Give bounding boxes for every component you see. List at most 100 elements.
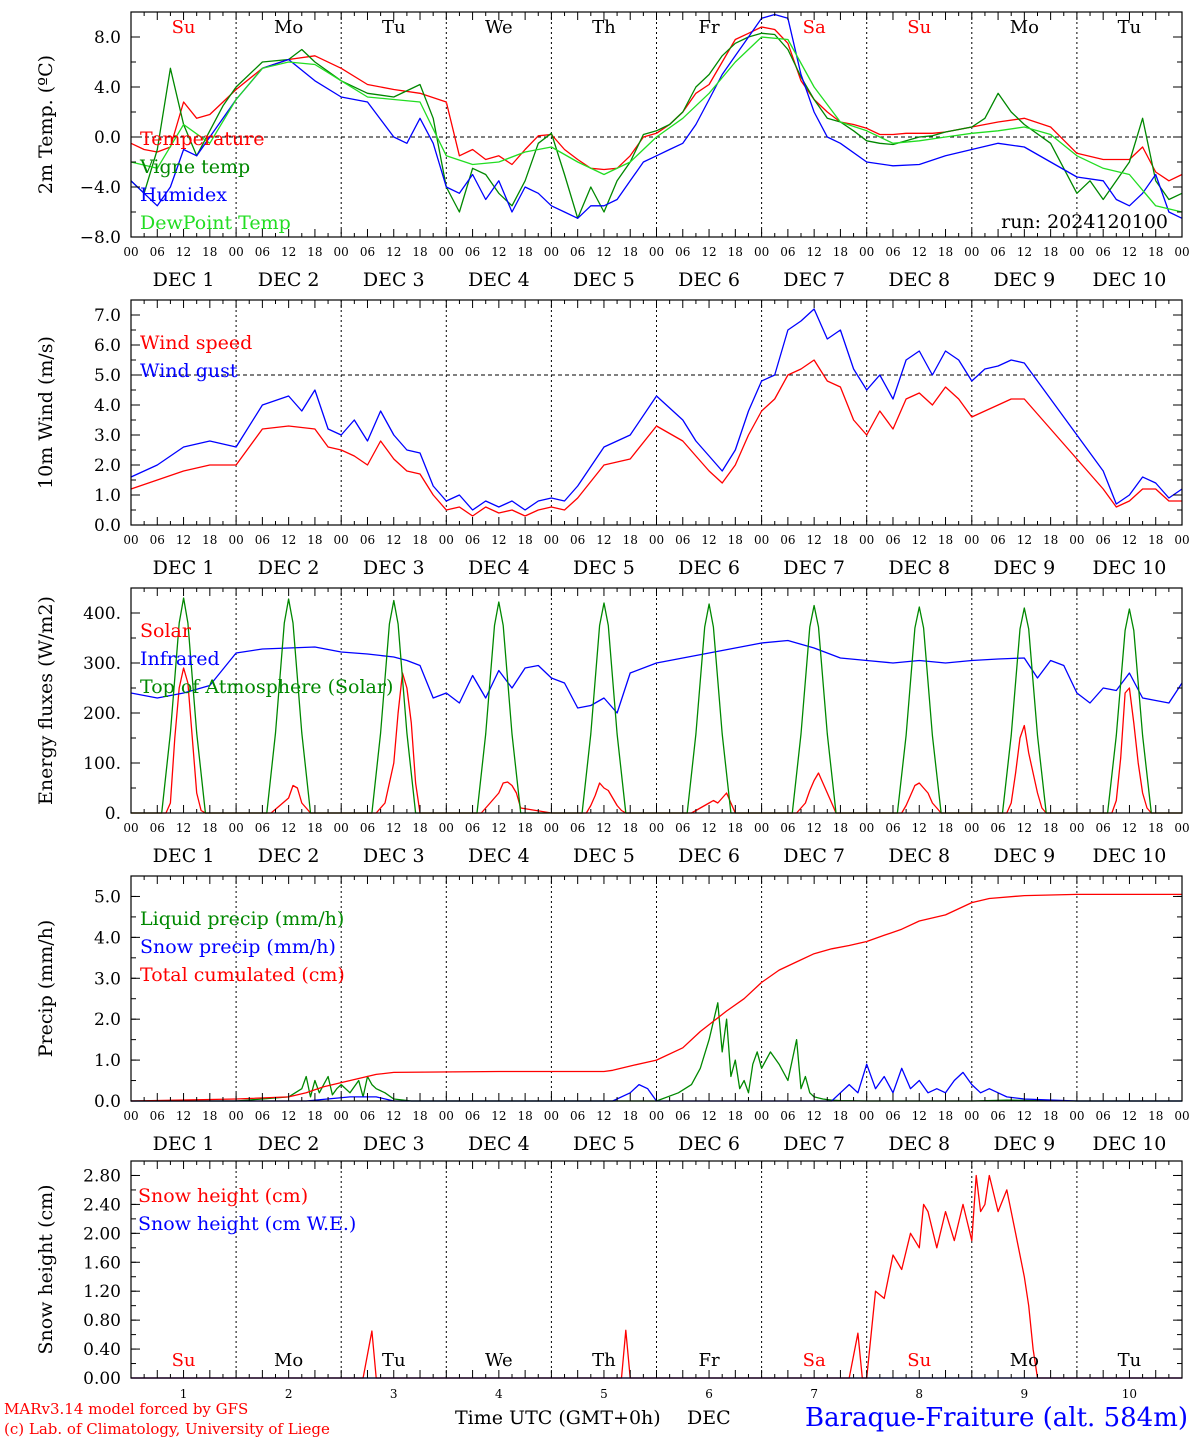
- hour-label: 06: [150, 1109, 165, 1123]
- hour-label: 00: [859, 821, 874, 835]
- day-number: 2: [285, 1387, 293, 1401]
- legend-entry: DewPoint Temp: [140, 212, 291, 234]
- hour-label: 06: [360, 1109, 375, 1123]
- hour-label: 18: [1043, 1109, 1058, 1123]
- hour-label: 00: [649, 245, 664, 259]
- y-tick-label: 2.40: [83, 1195, 121, 1215]
- day-number: 9: [1021, 1387, 1029, 1401]
- date-label: DEC 3: [363, 557, 425, 579]
- date-label: DEC 1: [153, 845, 215, 867]
- day-name: We: [485, 1350, 513, 1371]
- y-tick-label: 5.0: [94, 887, 121, 907]
- hour-label: 00: [334, 821, 349, 835]
- hour-label: 00: [859, 245, 874, 259]
- hour-label: 18: [833, 245, 848, 259]
- date-label: DEC 8: [888, 845, 950, 867]
- day-name: Th: [592, 1350, 616, 1371]
- hour-label: 00: [859, 1109, 874, 1123]
- hour-label: 12: [912, 533, 927, 547]
- hour-label: 18: [1043, 533, 1058, 547]
- date-label: DEC 10: [1093, 1133, 1167, 1155]
- legend-entry: Liquid precip (mm/h): [140, 908, 344, 930]
- hour-label: 06: [465, 1109, 480, 1123]
- hour-label: 18: [307, 245, 322, 259]
- hour-label: 00: [123, 821, 138, 835]
- hour-label: 06: [360, 821, 375, 835]
- y-axis-label: 2m Temp. (ºC): [35, 55, 57, 194]
- hour-label: 06: [1096, 245, 1111, 259]
- hour-label: 00: [228, 1109, 243, 1123]
- hour-label: 00: [228, 533, 243, 547]
- legend-entry: Wind speed: [140, 332, 252, 354]
- day-name: We: [485, 17, 513, 38]
- hour-label: 12: [491, 533, 506, 547]
- y-tick-label: 0.: [105, 804, 121, 824]
- hour-label: 12: [701, 821, 716, 835]
- day-name: Mo: [1010, 1350, 1039, 1371]
- hour-label: 18: [833, 821, 848, 835]
- y-tick-label: 2.00: [83, 1224, 121, 1244]
- hour-label: 18: [728, 533, 743, 547]
- day-name: Mo: [1010, 17, 1039, 38]
- hour-label: 12: [281, 1109, 296, 1123]
- hour-label: 00: [754, 821, 769, 835]
- hour-label: 12: [807, 533, 822, 547]
- hour-label: 06: [885, 821, 900, 835]
- series-line-top-of-atmosphere-solar-: [131, 597, 1182, 814]
- hour-label: 18: [1043, 245, 1058, 259]
- hour-label: 00: [754, 245, 769, 259]
- hour-label: 06: [885, 245, 900, 259]
- hour-label: 18: [517, 821, 532, 835]
- y-tick-label: 6.0: [94, 336, 121, 356]
- hour-label: 00: [1174, 1109, 1189, 1123]
- y-tick-label: −8.0: [80, 228, 121, 248]
- legend-entry: Snow height (cm W.E.): [138, 1213, 356, 1235]
- hour-label: 12: [596, 533, 611, 547]
- date-label: DEC 3: [363, 845, 425, 867]
- hour-label: 12: [176, 821, 191, 835]
- hour-label: 12: [281, 533, 296, 547]
- hour-label: 06: [570, 533, 585, 547]
- date-label: DEC 4: [468, 269, 530, 291]
- hour-label: 00: [964, 1109, 979, 1123]
- date-label: DEC 1: [153, 269, 215, 291]
- credit-line-1: MARv3.14 model forced by GFS: [4, 1400, 248, 1418]
- hour-label: 12: [1017, 1109, 1032, 1123]
- hour-label: 06: [1096, 821, 1111, 835]
- legend-entry: Snow precip (mm/h): [140, 936, 336, 958]
- date-label: DEC 8: [888, 557, 950, 579]
- day-name: Tu: [1118, 17, 1142, 38]
- hour-label: 06: [780, 245, 795, 259]
- hour-label: 18: [202, 245, 217, 259]
- hour-label: 00: [439, 1109, 454, 1123]
- hour-label: 00: [859, 533, 874, 547]
- hour-label: 12: [491, 245, 506, 259]
- hour-label: 18: [938, 821, 953, 835]
- hour-label: 00: [439, 533, 454, 547]
- y-tick-label: 1.60: [83, 1253, 121, 1273]
- date-label: DEC 3: [363, 1133, 425, 1155]
- hour-label: 00: [228, 245, 243, 259]
- hour-label: 18: [1148, 533, 1163, 547]
- day-number: 8: [915, 1387, 923, 1401]
- hour-label: 06: [780, 533, 795, 547]
- series-line-snow-precip-mm-h-: [131, 1063, 1182, 1102]
- hour-label: 18: [202, 533, 217, 547]
- hour-label: 06: [780, 1109, 795, 1123]
- y-tick-label: 0.0: [94, 1092, 121, 1112]
- date-label: DEC 10: [1093, 845, 1167, 867]
- day-name: Su: [907, 17, 931, 38]
- y-tick-label: 4.0: [94, 928, 121, 948]
- y-tick-label: 400.: [83, 604, 121, 624]
- date-label: DEC 10: [1093, 269, 1167, 291]
- hour-label: 18: [1148, 1109, 1163, 1123]
- y-tick-label: 0.0: [94, 128, 121, 148]
- hour-label: 00: [123, 533, 138, 547]
- y-tick-label: 0.00: [83, 1369, 121, 1389]
- hour-label: 18: [833, 1109, 848, 1123]
- hour-label: 18: [307, 533, 322, 547]
- hour-label: 18: [623, 533, 638, 547]
- hour-label: 18: [623, 1109, 638, 1123]
- time-axis-label: Time UTC (GMT+0h): [455, 1407, 661, 1429]
- hour-label: 12: [1017, 821, 1032, 835]
